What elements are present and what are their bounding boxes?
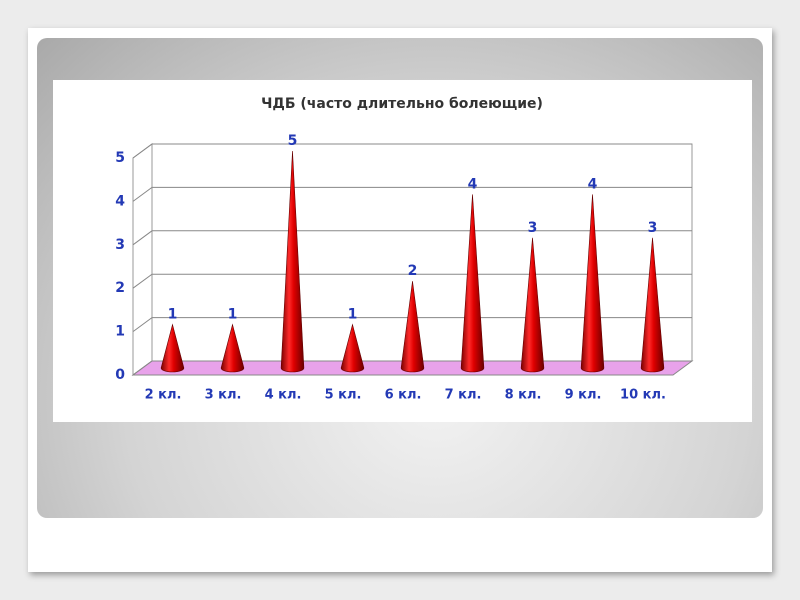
- y-tick-label: 5: [115, 150, 125, 166]
- cone: [460, 194, 485, 373]
- x-tick-label: 5 кл.: [325, 388, 362, 403]
- value-label: 5: [288, 133, 298, 149]
- y-tick-label: 3: [115, 237, 125, 253]
- cone: [340, 323, 365, 373]
- grid-line: [132, 186, 692, 202]
- cone: [640, 237, 665, 373]
- value-label: 3: [648, 220, 658, 236]
- cone: [520, 237, 545, 373]
- chart-title: ЧДБ (часто длительно болеющие): [261, 96, 543, 112]
- cone: [580, 194, 605, 373]
- value-label: 4: [588, 176, 598, 192]
- y-tick-label: 0: [115, 367, 125, 383]
- y-tick-label: 4: [115, 193, 125, 209]
- y-tick-label: 1: [115, 324, 125, 340]
- cone: [400, 281, 425, 373]
- grid-line: [132, 230, 692, 246]
- x-tick-label: 2 кл.: [145, 388, 182, 403]
- y-tick-label: 2: [115, 280, 125, 296]
- value-label: 4: [468, 176, 478, 192]
- grid-line: [132, 360, 692, 376]
- value-label: 2: [408, 263, 418, 279]
- x-tick-label: 7 кл.: [445, 388, 482, 403]
- x-tick-label: 9 кл.: [565, 388, 602, 403]
- x-tick-label: 6 кл.: [385, 388, 422, 403]
- x-tick-label: 4 кл.: [265, 388, 302, 403]
- grid-line: [132, 317, 692, 333]
- value-label: 1: [168, 307, 178, 323]
- x-tick-label: 8 кл.: [505, 388, 542, 403]
- cone: [220, 323, 245, 373]
- value-label: 3: [528, 220, 538, 236]
- side-wall: [132, 143, 153, 376]
- value-label: 1: [348, 307, 358, 323]
- x-tick-label: 10 кл.: [620, 388, 666, 403]
- grid-line: [132, 143, 692, 159]
- grid-line: [132, 273, 692, 289]
- cone: [160, 323, 185, 373]
- cone: [280, 150, 305, 373]
- value-label: 1: [228, 307, 238, 323]
- x-tick-label: 3 кл.: [205, 388, 242, 403]
